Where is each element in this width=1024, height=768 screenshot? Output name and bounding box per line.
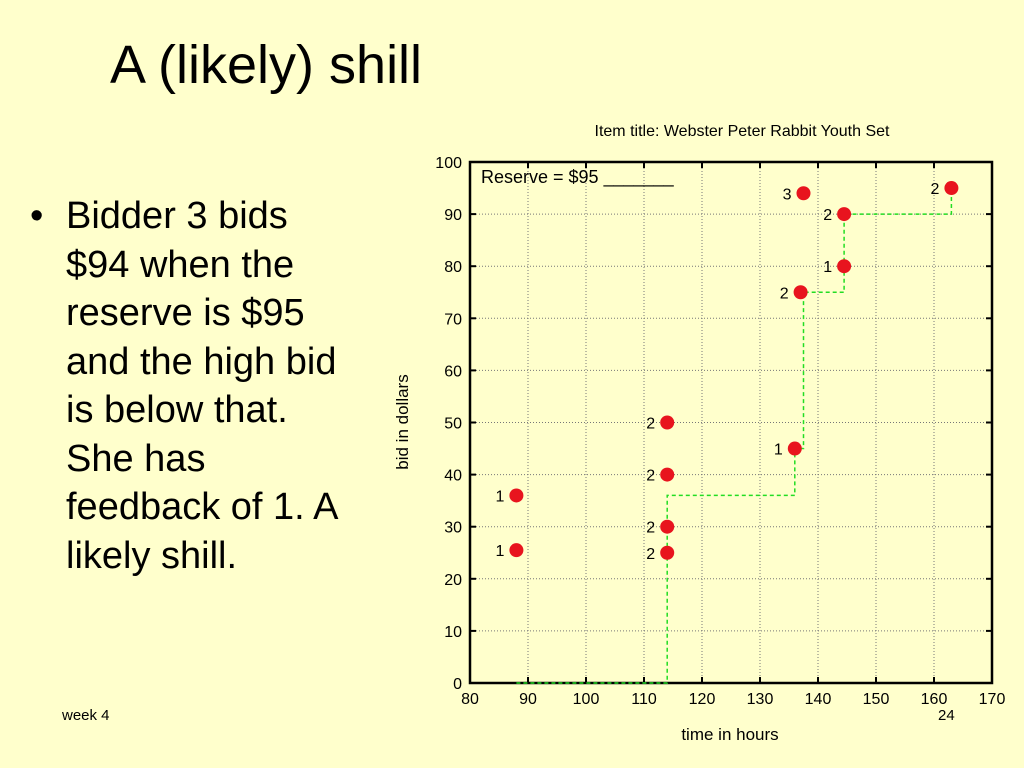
y-tick-label: 50 — [444, 416, 462, 433]
y-tick-label: 10 — [444, 624, 462, 641]
bid-marker — [787, 441, 802, 456]
bidder-label: 3 — [783, 186, 792, 203]
bid-marker — [837, 207, 852, 222]
bidder-label: 1 — [495, 488, 504, 505]
y-tick-label: 70 — [444, 311, 462, 328]
x-tick-label: 80 — [461, 691, 479, 708]
bidder-label: 1 — [774, 442, 783, 459]
bid-marker — [660, 467, 675, 482]
bid-marker — [796, 186, 811, 201]
bullet-dot-icon: • — [30, 195, 44, 237]
x-axis-label: time in hours — [681, 725, 778, 744]
y-tick-label: 60 — [444, 363, 462, 380]
bid-marker — [509, 488, 524, 503]
bidder-label: 1 — [495, 543, 504, 560]
y-tick-label: 40 — [444, 468, 462, 485]
bid-marker — [837, 259, 852, 274]
slide-title: A (likely) shill — [110, 35, 423, 95]
x-tick-label: 150 — [863, 691, 890, 708]
bidder-label: 2 — [930, 181, 939, 198]
reserve-annotation: Reserve = $95 _______ — [481, 167, 675, 188]
bidder-label: 1 — [823, 259, 832, 276]
bidder-label: 2 — [823, 207, 832, 224]
bid-marker — [660, 415, 675, 430]
bid-marker — [660, 519, 675, 534]
bid-marker — [793, 285, 808, 300]
y-tick-label: 30 — [444, 520, 462, 537]
chart-title: Item title: Webster Peter Rabbit Youth S… — [595, 123, 891, 140]
bidder-label: 2 — [646, 416, 655, 433]
footer-week: week 4 — [62, 707, 110, 724]
x-tick-label: 90 — [519, 691, 537, 708]
bidder-label: 2 — [646, 546, 655, 563]
x-tick-label: 160 — [921, 691, 948, 708]
x-tick-label: 170 — [979, 691, 1006, 708]
bullet-item: • Bidder 3 bids $94 when the reserve is … — [30, 192, 360, 580]
y-axis-label: bid in dollars — [393, 374, 412, 469]
x-tick-label: 110 — [631, 691, 657, 708]
bidder-label: 2 — [646, 520, 655, 537]
y-tick-label: 90 — [444, 207, 462, 224]
y-tick-label: 20 — [444, 572, 462, 589]
x-tick-label: 100 — [573, 691, 600, 708]
bid-marker — [509, 543, 524, 558]
y-tick-label: 0 — [453, 676, 462, 693]
y-tick-label: 80 — [444, 259, 462, 276]
y-tick-label: 100 — [435, 155, 462, 172]
bullet-text: Bidder 3 bids $94 when the reserve is $9… — [66, 195, 337, 577]
bidder-label: 2 — [646, 468, 655, 485]
x-tick-label: 130 — [747, 691, 774, 708]
bidder-label: 2 — [780, 285, 789, 302]
bid-marker — [660, 545, 675, 560]
price-line — [516, 188, 953, 684]
x-tick-label: 120 — [689, 691, 716, 708]
x-tick-label: 140 — [805, 691, 832, 708]
page-number: 24 — [938, 707, 955, 724]
bid-marker — [944, 181, 959, 196]
bullet-list: • Bidder 3 bids $94 when the reserve is … — [30, 192, 360, 580]
